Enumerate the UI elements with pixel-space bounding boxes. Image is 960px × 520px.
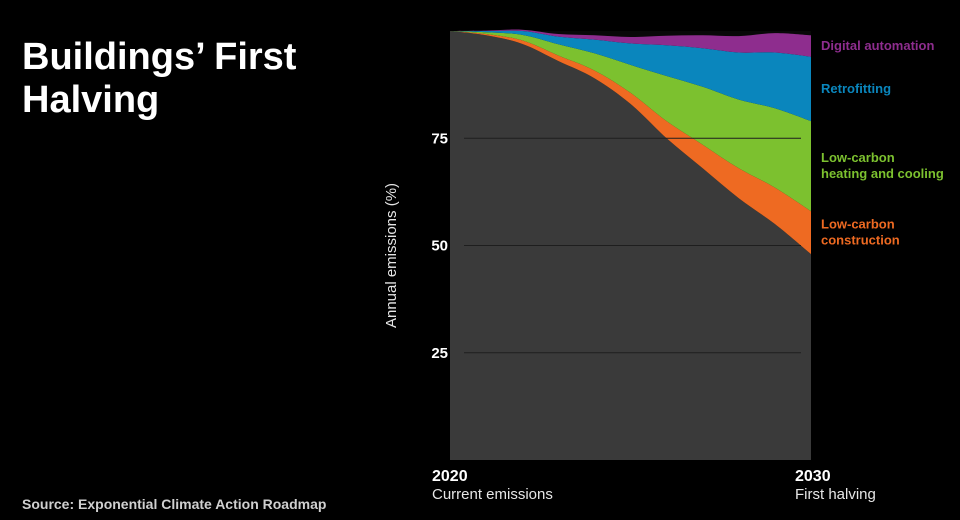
series-label-line: Low-carbon (821, 217, 895, 232)
x-label-caption: First halving (795, 486, 876, 503)
x-label-year: 2030 (795, 468, 831, 485)
series-labels: Low-carbonconstructionLow-carbonheating … (821, 38, 944, 248)
series-label-line: Digital automation (821, 38, 934, 53)
area-low-carbon-heating-and-cooling (450, 31, 811, 212)
series-label-line: heating and cooling (821, 166, 944, 181)
x-label-year: 2020 (432, 468, 468, 485)
y-tick-label: 25 (431, 345, 448, 362)
source-note: Source: Exponential Climate Action Roadm… (22, 496, 327, 512)
x-label-caption: Current emissions (432, 486, 553, 503)
area-digital-automation (450, 29, 811, 57)
chart-gridlines (464, 137, 801, 354)
series-label-line: Low-carbon (821, 150, 895, 165)
y-tick-label: 50 (431, 238, 448, 255)
y-tick-labels: 25 50 75 (431, 130, 448, 362)
series-label-line: Retrofitting (821, 81, 891, 96)
page-title: Buildings’ First Halving (22, 36, 297, 121)
y-axis-label: Annual emissions (%) (383, 183, 400, 328)
series-label-line: construction (821, 233, 900, 248)
chart-areas (450, 29, 811, 460)
y-tick-label: 75 (431, 130, 448, 147)
area-retrofitting (450, 30, 811, 122)
